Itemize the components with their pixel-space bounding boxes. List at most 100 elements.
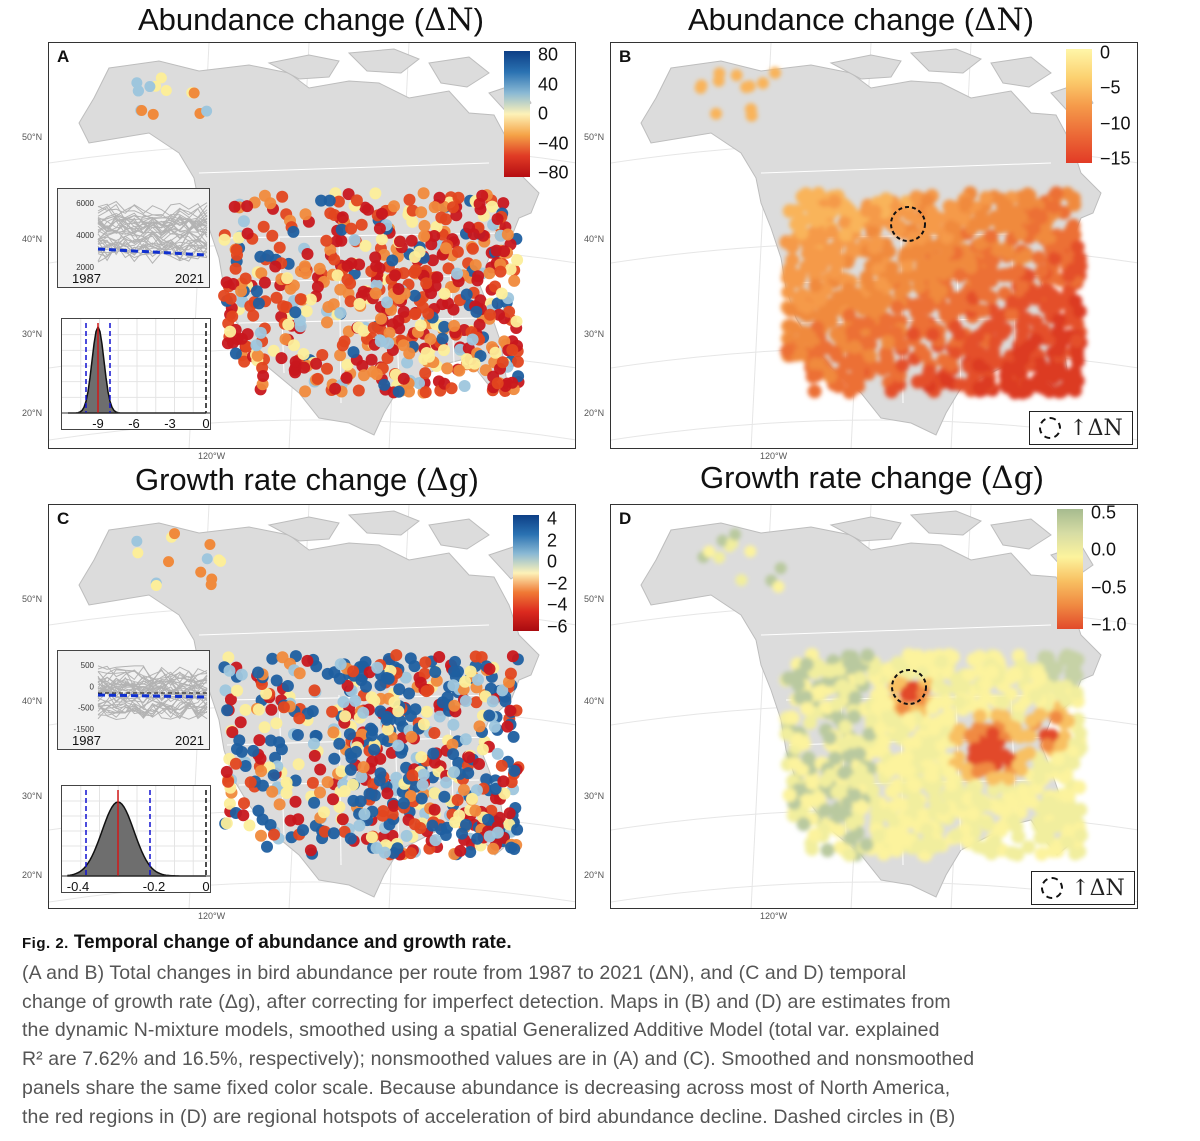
route-point [486, 200, 499, 213]
smoothed-point [952, 695, 967, 710]
smoothed-point [837, 215, 852, 230]
route-point [298, 260, 311, 273]
route-point [507, 730, 520, 743]
route-point [333, 672, 346, 685]
route-point [306, 705, 319, 718]
smoothed-point [945, 649, 960, 664]
route-point [428, 803, 441, 816]
route-point [491, 747, 504, 760]
route-point [223, 664, 236, 677]
longitude-label: 120°W [760, 451, 788, 461]
colorbar-tick-label: −1.0 [1091, 614, 1127, 635]
smoothed-point [934, 654, 949, 669]
route-point [277, 701, 290, 714]
route-point [301, 248, 314, 260]
smoothed-point [843, 203, 857, 218]
route-point [334, 283, 347, 296]
route-point [273, 798, 286, 811]
route-point [254, 326, 267, 339]
route-point [504, 667, 517, 680]
smoothed-point [970, 791, 985, 806]
smoothed-point [920, 296, 935, 311]
route-point [483, 709, 496, 722]
smoothed-point [813, 292, 828, 307]
route-point [250, 285, 263, 298]
panel-c-title: Growth rate change (Δg) [135, 462, 479, 498]
route-point [247, 309, 260, 322]
smoothed-point [769, 66, 782, 79]
route-point [387, 799, 400, 812]
smoothed-point [1024, 794, 1039, 809]
panel-d-legend: ↑ΔN [1031, 871, 1135, 905]
route-point [394, 714, 406, 727]
smoothed-point [1021, 840, 1036, 855]
route-point [386, 254, 399, 267]
route-point [403, 193, 416, 206]
smoothed-point [987, 319, 1002, 334]
route-point [397, 372, 410, 385]
smoothed-point [957, 679, 972, 694]
smoothed-points [694, 66, 1088, 400]
route-point [370, 842, 383, 854]
route-point [381, 787, 394, 800]
smoothed-point [942, 765, 957, 780]
route-point [447, 679, 460, 692]
route-point [334, 306, 347, 319]
route-point [255, 829, 267, 842]
route-point [419, 367, 432, 380]
smoothed-point [730, 69, 743, 82]
smoothed-point [1032, 771, 1047, 786]
smoothed-point [782, 788, 797, 803]
smoothed-point [922, 240, 937, 255]
route-point [136, 104, 148, 116]
smoothed-point [974, 282, 989, 297]
panel-d-label: D [619, 509, 632, 528]
route-point [394, 235, 406, 248]
route-point [238, 355, 251, 368]
colorbar-tick-label: 0 [538, 103, 549, 124]
smoothed-point [1009, 667, 1024, 682]
smoothed-point [848, 690, 863, 705]
route-point [504, 263, 517, 276]
route-point [222, 775, 235, 788]
route-point [417, 768, 430, 781]
smoothed-point [988, 355, 1003, 370]
route-point [269, 260, 282, 273]
route-point [447, 201, 459, 214]
route-point [328, 253, 341, 266]
smoothed-point [984, 665, 999, 679]
colorbar-tick-label: −2 [547, 573, 568, 594]
smoothed-point [1016, 352, 1030, 366]
route-point [405, 730, 418, 743]
route-point [491, 213, 504, 225]
route-point [392, 739, 405, 752]
route-point [327, 827, 340, 840]
smoothed-point [984, 846, 999, 861]
smoothed-point [1020, 728, 1035, 743]
route-point [376, 207, 388, 220]
smoothed-point [939, 694, 954, 709]
latitude-label: 30°N [584, 329, 605, 339]
smoothed-point [970, 329, 985, 344]
smoothed-point [936, 266, 951, 281]
route-point [289, 795, 302, 808]
route-point [224, 693, 237, 706]
route-point [234, 716, 247, 729]
route-point [288, 339, 300, 352]
route-point [369, 251, 382, 264]
smoothed-point [744, 545, 757, 558]
route-point [416, 779, 429, 791]
trajectory-line [97, 700, 208, 720]
arctic-island [347, 510, 420, 536]
smoothed-point [957, 212, 972, 227]
smoothed-point [793, 268, 807, 283]
smoothed-point [894, 338, 909, 352]
route-point [257, 220, 270, 233]
y-tick-label: 500 [81, 661, 95, 670]
panel-c-series-inset: 500 0 -500 -1500 1987 2021 [57, 650, 210, 750]
smoothed-point [925, 327, 940, 342]
smoothed-point [892, 204, 907, 218]
caption-line: the dynamic N-mixture models, smoothed u… [22, 1019, 940, 1042]
route-point [289, 366, 302, 379]
